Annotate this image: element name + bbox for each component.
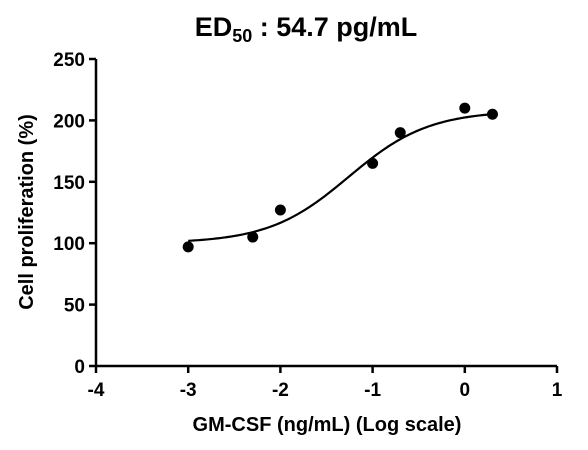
- fit-curve: [188, 113, 493, 242]
- fit-layer: [188, 113, 493, 242]
- data-point: [394, 127, 406, 139]
- x-tick-label: 1: [552, 380, 563, 401]
- x-tick-label: 0: [460, 380, 471, 401]
- y-tick-label: 50: [64, 296, 85, 317]
- y-tick-label: 0: [74, 357, 85, 378]
- title-main: ED: [195, 12, 233, 42]
- y-axis-title: Cell proliferation (%): [16, 114, 38, 310]
- data-point: [367, 157, 379, 169]
- x-axis: -4 -3 -2 -1 0 1: [88, 364, 563, 401]
- data-point: [274, 204, 286, 216]
- x-tick-label: -1: [364, 380, 381, 401]
- x-axis-title: GM-CSF (ng/mL) (Log scale): [193, 414, 462, 436]
- x-tick-label: -3: [180, 380, 197, 401]
- y-tick-label: 200: [53, 111, 85, 132]
- data-point: [247, 231, 259, 243]
- title-subscript: 50: [232, 26, 252, 46]
- chart-title: ED50 : 54.7 pg/mL: [195, 12, 418, 46]
- title-rest: : 54.7 pg/mL: [252, 12, 417, 42]
- points-layer: [182, 102, 498, 253]
- data-point: [182, 241, 194, 253]
- y-axis: 0 50 100 150 200 250: [53, 50, 98, 378]
- data-point: [486, 108, 498, 120]
- x-tick-label: -2: [272, 380, 289, 401]
- y-tick-label: 150: [53, 173, 85, 194]
- data-point: [459, 102, 471, 114]
- y-tick-label: 100: [53, 234, 85, 255]
- x-tick-label: -4: [88, 380, 105, 401]
- y-tick-label: 250: [53, 50, 85, 71]
